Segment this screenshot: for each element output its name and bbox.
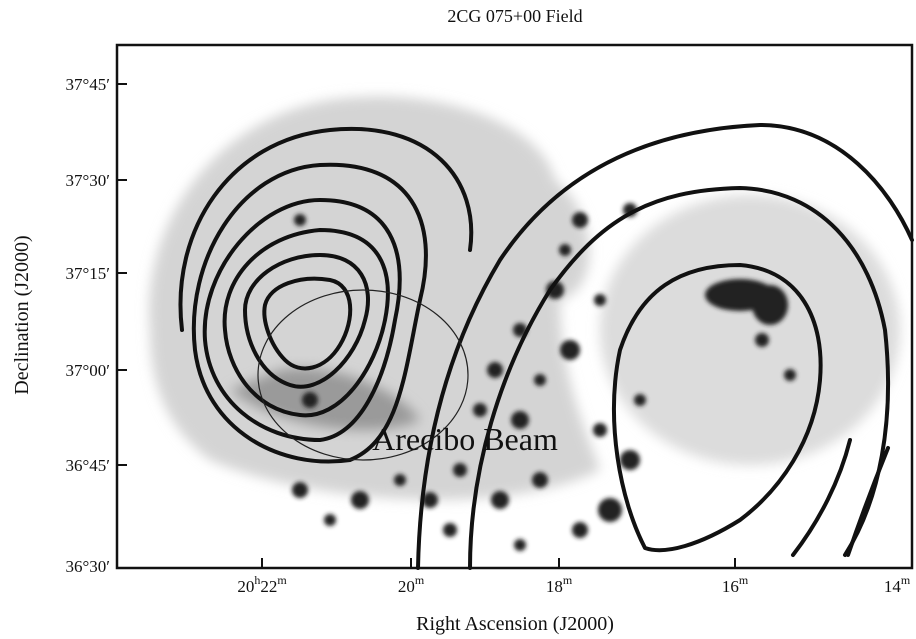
x-axis-label: Right Ascension (J2000) (416, 613, 614, 635)
contour (191, 162, 428, 464)
contour (243, 253, 370, 389)
contour (222, 228, 390, 418)
contour (262, 276, 353, 371)
x-tick-label: 20h22m (237, 573, 287, 596)
y-tick-label: 37°00′ (65, 361, 110, 380)
contour (178, 126, 474, 332)
contour (791, 438, 852, 557)
y-tick-label: 37°15′ (65, 264, 110, 283)
sky-image (149, 96, 900, 551)
annotation: Arecibo Beam (372, 421, 558, 457)
y-tick-label: 36°30′ (65, 557, 110, 576)
y-tick-label: 37°45′ (65, 75, 110, 94)
contour (612, 263, 823, 553)
contour (416, 123, 914, 570)
contour (468, 186, 891, 570)
x-ticks: 20h22m 20m 18m 16m 14m (237, 558, 911, 596)
x-tick-label: 14m (884, 573, 911, 596)
x-tick-label: 16m (722, 573, 749, 596)
beam-circle (257, 289, 469, 461)
contour (202, 198, 402, 442)
y-axis-label: Declination (J2000) (11, 235, 33, 394)
plot-frame (115, 43, 914, 570)
x-tick-label: 18m (546, 573, 573, 596)
y-tick-label: 36°45′ (65, 456, 110, 475)
x-tick-label: 20m (398, 573, 425, 596)
contours (178, 123, 914, 570)
y-ticks: 37°45′ 37°30′ 37°15′ 37°00′ 36°45′ 36°30… (65, 75, 127, 576)
y-tick-label: 37°30′ (65, 171, 110, 190)
contour (846, 446, 890, 557)
title: 2CG 075+00 Field (447, 6, 582, 26)
